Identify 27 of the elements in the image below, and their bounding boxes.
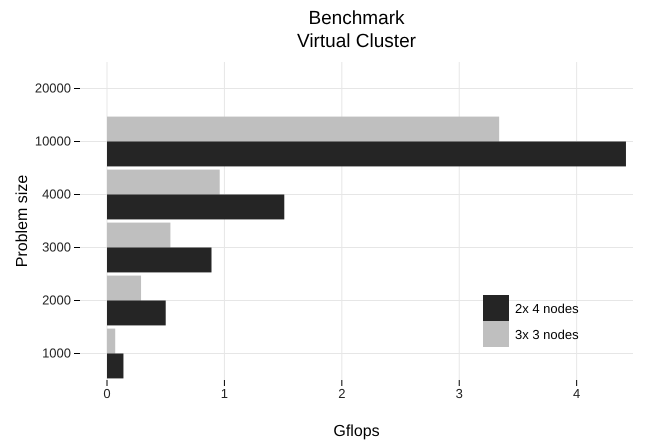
legend-label: 2x 4 nodes bbox=[515, 301, 580, 316]
bar bbox=[107, 222, 170, 248]
bar bbox=[107, 328, 116, 354]
y-tick-label: 4000 bbox=[42, 186, 71, 202]
chart-subtitle: Virtual Cluster bbox=[297, 31, 417, 52]
x-axis-title: Gflops bbox=[333, 423, 380, 440]
bar bbox=[107, 170, 220, 194]
legend-label: 3x 3 nodes bbox=[515, 327, 580, 342]
bar bbox=[107, 276, 142, 300]
x-tick-label: 3 bbox=[456, 386, 463, 402]
bar bbox=[107, 194, 284, 220]
y-axis-title: Problem size bbox=[14, 174, 31, 268]
y-tick-label: 2000 bbox=[42, 292, 71, 308]
x-tick-label: 0 bbox=[103, 386, 111, 402]
y-tick-label: 20000 bbox=[34, 80, 71, 96]
y-tick-label: 10000 bbox=[34, 134, 71, 149]
bar bbox=[107, 116, 500, 142]
y-tick-label: 3000 bbox=[42, 240, 71, 255]
bar bbox=[107, 300, 166, 326]
x-tick-label: 4 bbox=[573, 386, 580, 402]
bar bbox=[107, 248, 212, 272]
bar bbox=[107, 354, 124, 378]
y-tick-label: 1000 bbox=[42, 346, 71, 361]
x-tick-label: 1 bbox=[220, 386, 228, 402]
bar bbox=[107, 142, 626, 166]
x-tick-label: 2 bbox=[338, 386, 346, 402]
chart-title: Benchmark bbox=[308, 8, 406, 29]
